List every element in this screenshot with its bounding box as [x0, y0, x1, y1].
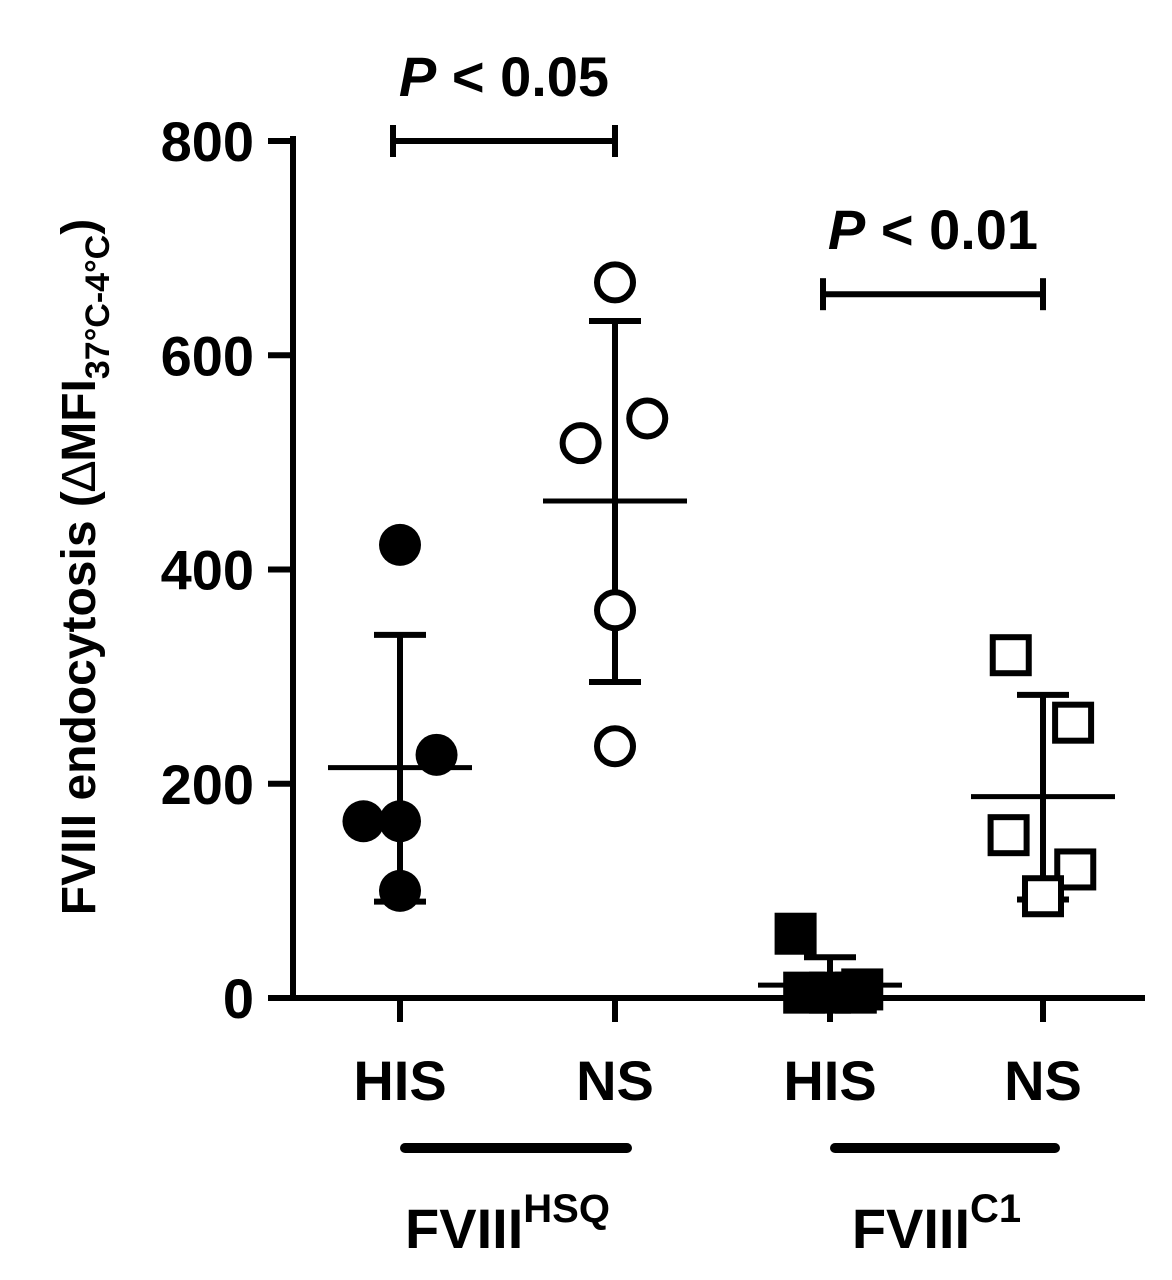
y-tick-label: 200 — [161, 753, 254, 816]
data-point — [379, 869, 421, 912]
x-tick-label: HIS — [353, 1049, 446, 1112]
x-tick-label: NS — [576, 1049, 654, 1112]
significance-label: P < 0.05 — [399, 45, 609, 108]
significance-p: P — [828, 198, 866, 261]
data-point — [594, 725, 636, 768]
y-tick-label: 400 — [161, 539, 254, 602]
x-ticks: HIS NS HIS NS — [353, 998, 1082, 1112]
y-ticks: 0 200 400 600 800 — [161, 110, 293, 1030]
data-point — [774, 912, 817, 955]
data-point — [989, 634, 1032, 677]
group-label-superscript: HSQ — [523, 1187, 610, 1231]
y-axis-label-subscript: 37°C-4°C — [79, 235, 117, 379]
data-point — [1022, 875, 1064, 918]
y-axis-label-mfi: MFI — [53, 379, 106, 462]
data-point — [342, 800, 385, 843]
significance-value: < 0.01 — [865, 198, 1038, 261]
group-label-superscript: C1 — [970, 1187, 1021, 1231]
data-point — [626, 397, 669, 440]
group-labels: FVIIIHSQ FVIIIC1 — [400, 1143, 1060, 1260]
group-label: FVIIIHSQ — [405, 1187, 610, 1260]
significance-label: P < 0.01 — [828, 198, 1038, 261]
x-tick-label: NS — [1004, 1049, 1082, 1112]
y-tick-label: 600 — [161, 324, 254, 387]
data-point — [987, 814, 1030, 857]
y-axis-label-close: ) — [53, 219, 106, 235]
group-label-base: FVIII — [405, 1197, 523, 1260]
y-tick-label: 0 — [223, 967, 254, 1030]
data-point — [379, 800, 421, 843]
data-point — [415, 733, 458, 776]
x-tick-label: HIS — [783, 1049, 876, 1112]
group-label-base: FVIII — [852, 1197, 970, 1260]
data-point — [594, 589, 636, 632]
group-label: FVIIIC1 — [852, 1187, 1021, 1260]
data-points — [342, 261, 1097, 1014]
significance-p: P — [399, 45, 437, 108]
y-axis-label-main: FVIII endocytosis ( — [53, 491, 106, 915]
data-point — [559, 422, 602, 465]
y-tick-label: 800 — [161, 110, 254, 173]
data-point — [841, 968, 884, 1011]
y-axis-label-delta: ∆ — [53, 461, 106, 491]
data-point — [594, 261, 636, 304]
data-point — [1052, 701, 1095, 744]
data-point — [379, 523, 421, 566]
significance-value: < 0.05 — [436, 45, 609, 108]
y-axis-label: FVIII endocytosis (∆MFI37°C-4°C) — [53, 219, 117, 915]
axes — [290, 136, 1145, 1001]
significance-brackets: P < 0.05P < 0.01 — [390, 45, 1046, 311]
